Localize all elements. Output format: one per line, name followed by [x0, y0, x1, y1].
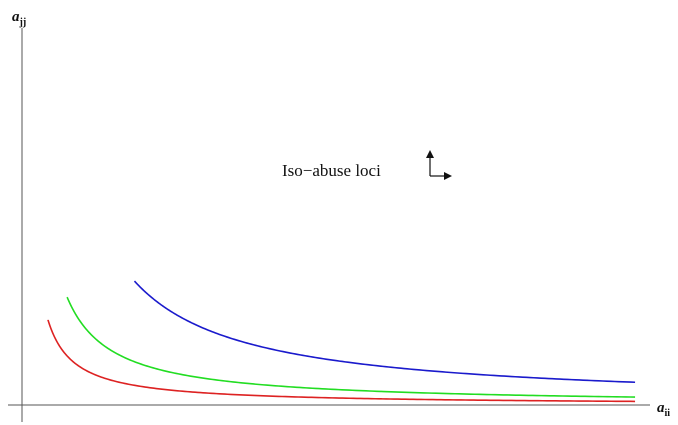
series-layer	[47, 280, 636, 403]
series-line-3	[133, 280, 636, 384]
series-line-2	[66, 296, 636, 398]
x-axis-label: aii	[657, 400, 670, 419]
x-axis-label-base: a	[657, 400, 665, 416]
y-axis-label-base: a	[12, 9, 20, 25]
y-axis-label: ajj	[12, 9, 26, 28]
axes	[8, 28, 650, 422]
svg-text:aii: aii	[657, 400, 670, 419]
y-axis-label-subscript: jj	[19, 17, 27, 28]
up-and-right-arrows-icon	[426, 150, 452, 180]
annotation: Iso−abuse loci	[282, 150, 452, 180]
x-axis-label-subscript: ii	[665, 408, 671, 419]
series-line-1	[47, 319, 636, 403]
annotation-text: Iso−abuse loci	[282, 161, 381, 180]
svg-text:ajj: ajj	[12, 9, 26, 28]
